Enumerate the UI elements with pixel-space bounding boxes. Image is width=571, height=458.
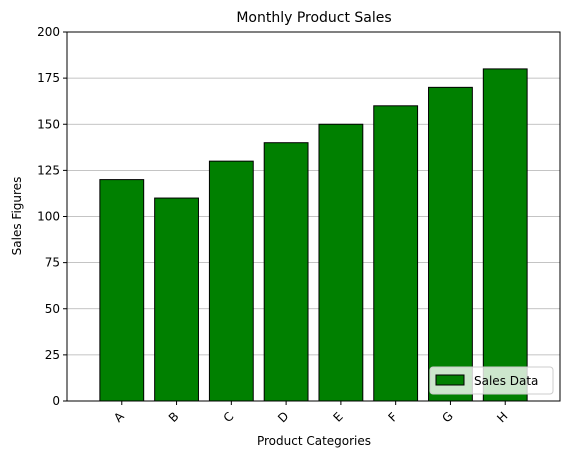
x-tick-label-B: B — [166, 409, 182, 425]
y-tick-label-175: 175 — [37, 71, 60, 85]
bar-D — [263, 142, 309, 402]
y-tick-label-75: 75 — [45, 256, 60, 270]
x-tick-label-G: G — [439, 409, 455, 425]
y-tick-label-100: 100 — [37, 210, 60, 224]
legend: Sales Data — [429, 366, 554, 395]
x-tick-label-E: E — [330, 410, 345, 425]
x-tick-label-F: F — [385, 410, 400, 425]
x-tick-label-A: A — [111, 409, 127, 425]
y-tick-label-125: 125 — [37, 163, 60, 177]
x-tick-label-D: D — [275, 409, 291, 425]
gridlines — [67, 77, 560, 356]
bar-G — [428, 86, 473, 402]
y-tick-label-0: 0 — [52, 394, 60, 408]
y-tick-label-50: 50 — [45, 302, 60, 316]
x-axis-label: Product Categories — [257, 434, 371, 448]
bar-B — [154, 197, 199, 402]
bars — [99, 68, 528, 402]
x-tick-label-H: H — [494, 409, 510, 425]
legend-swatch — [435, 374, 465, 386]
legend-frame — [429, 366, 554, 395]
legend-label-sales-data: Sales Data — [474, 374, 538, 388]
bar-A — [99, 179, 145, 402]
x-axis-ticks: A B C D E F G H — [111, 401, 511, 425]
y-tick-label-25: 25 — [45, 348, 60, 362]
y-axis-ticks: 0 25 50 75 100 125 150 175 200 — [37, 25, 67, 408]
bar-F — [373, 105, 419, 402]
y-tick-label-150: 150 — [37, 117, 60, 131]
y-tick-label-200: 200 — [37, 25, 60, 39]
bar-H — [482, 68, 528, 402]
bar-C — [208, 160, 254, 402]
bar-E — [318, 123, 364, 402]
x-tick-label-C: C — [221, 409, 237, 425]
chart-title: Monthly Product Sales — [236, 10, 391, 26]
y-axis-label: Sales Figures — [10, 177, 24, 256]
